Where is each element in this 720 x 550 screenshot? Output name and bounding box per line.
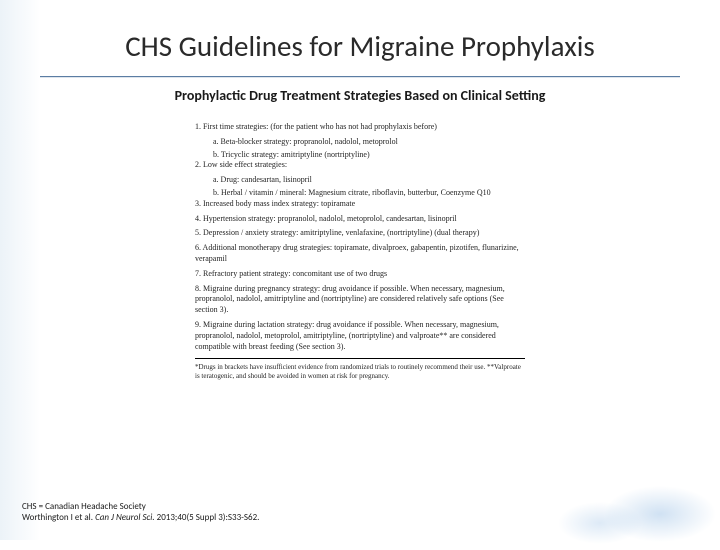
strategy-item: 6. Additional monotherapy drug strategie… (195, 243, 525, 265)
strategy-item: 4. Hypertension strategy: propranolol, n… (195, 214, 525, 225)
strategy-subitem: a. Beta-blocker strategy: propranolol, n… (195, 137, 525, 148)
decorative-gradient (0, 0, 40, 540)
strategy-item: 9. Migraine during lactation strategy: d… (195, 320, 525, 352)
decorative-cloud (540, 460, 720, 550)
strategy-subitem: b. Tricyclic strategy: amitriptyline (no… (195, 150, 525, 161)
citation-author: Worthington I et al. (22, 512, 95, 523)
citation-journal: Can J Neurol Sci. (95, 512, 155, 523)
footer-citation: CHS = Canadian Headache Society Worthing… (22, 501, 259, 524)
page-subtitle: Prophylactic Drug Treatment Strategies B… (0, 87, 720, 104)
title-divider (40, 76, 680, 77)
citation-text: Worthington I et al. Can J Neurol Sci. 2… (22, 512, 259, 524)
strategy-item: 5. Depression / anxiety strategy: amitri… (195, 228, 525, 239)
strategy-item: 7. Refractory patient strategy: concomit… (195, 269, 525, 280)
citation-details: 2013;40(5 Suppl 3):S33-S62. (155, 512, 260, 523)
strategy-item: 2. Low side effect strategies: (195, 160, 525, 171)
strategy-item: 8. Migraine during pregnancy strategy: d… (195, 284, 525, 316)
strategy-item: 1. First time strategies: (for the patie… (195, 122, 525, 133)
figure-footnote: *Drugs in brackets have insufficient evi… (195, 358, 525, 381)
strategy-subitem: b. Herbal / vitamin / mineral: Magnesium… (195, 188, 525, 199)
strategies-figure: 1. First time strategies: (for the patie… (185, 114, 535, 389)
abbrev-text: CHS = Canadian Headache Society (22, 501, 259, 513)
strategy-subitem: a. Drug: candesartan, lisinopril (195, 175, 525, 186)
page-title: CHS Guidelines for Migraine Prophylaxis (0, 0, 720, 64)
strategy-item: 3. Increased body mass index strategy: t… (195, 199, 525, 210)
